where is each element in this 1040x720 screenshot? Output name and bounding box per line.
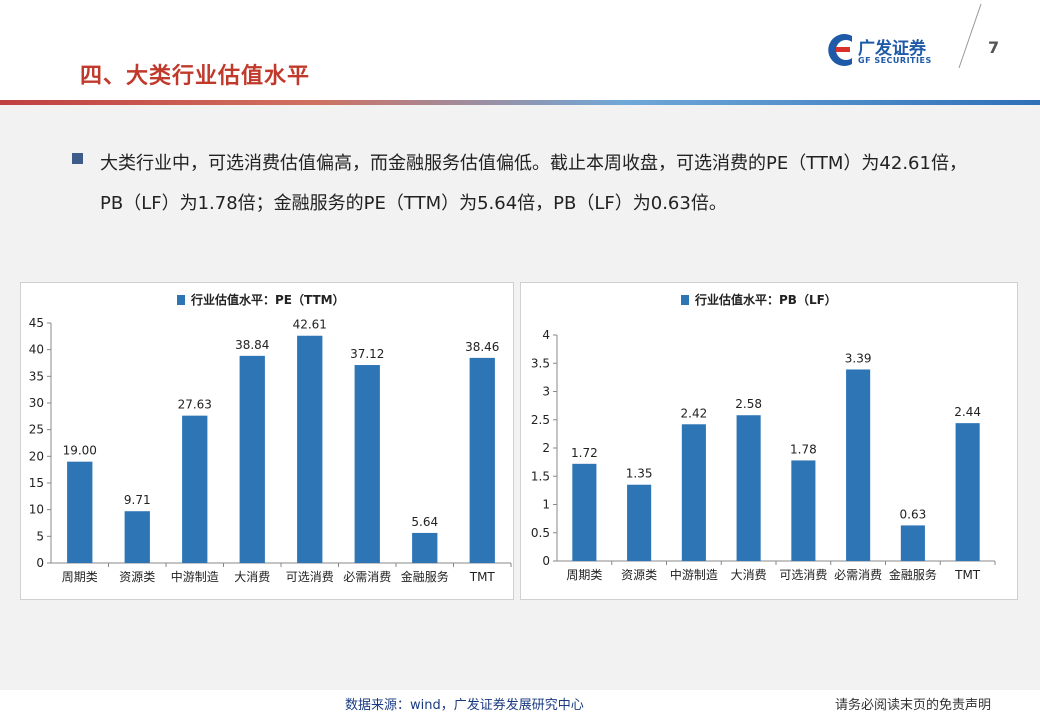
header-divider-band: [0, 100, 1040, 105]
pe-data-label: 38.84: [235, 338, 269, 352]
pe-x-tick-label: 大消费: [234, 570, 270, 584]
pe-bar: [354, 365, 380, 563]
pe-bar: [412, 532, 438, 563]
pb-lf-chart: 行业估值水平：PB（LF） 0 0.5 1 1.5 2 2.5 3 3.5 4 1.72 周期类 1.3…: [531, 292, 996, 582]
pe-y-tick-label: 45: [29, 316, 44, 330]
pe-x-tick-label: 周期类: [62, 570, 98, 584]
pe-bar: [239, 355, 265, 563]
pe-data-label: 5.64: [411, 515, 438, 529]
pb-x-tick-label: 金融服务: [889, 567, 937, 582]
brand-name-en: GF SECURITIES: [858, 56, 932, 65]
page-number: 7: [988, 38, 1000, 57]
disclaimer-note: 请务必阅读末页的免责声明: [835, 698, 992, 713]
pe-legend-swatch: [177, 295, 185, 305]
pb-y-tick-label: 0: [542, 554, 550, 568]
pb-y-tick-label: 0.5: [531, 526, 550, 540]
pe-y-tick-label: 15: [29, 476, 44, 490]
pb-data-label: 2.58: [735, 397, 762, 411]
pb-bar: [627, 484, 652, 561]
brand-name-cn: 广发证券: [858, 39, 926, 59]
pe-chart-panel: 行业估值水平：PE（TTM） 0 5 10 15 20 25 30 35 40 45 19.00 周期类…: [20, 282, 514, 600]
pe-y-tick-label: 0: [36, 556, 44, 570]
pb-y-tick-label: 4: [542, 328, 550, 342]
pb-x-tick-label: 中游制造: [670, 567, 718, 582]
pe-x-tick-label: 必需消费: [343, 570, 391, 584]
pb-data-label: 3.39: [845, 351, 872, 365]
pb-data-label: 1.35: [626, 467, 653, 481]
pb-bar: [736, 415, 761, 561]
pe-bar: [297, 335, 323, 563]
pb-data-label: 1.72: [571, 446, 598, 460]
pb-x-tick-label: 必需消费: [834, 568, 882, 582]
pb-y-tick-label: 3.5: [531, 356, 550, 370]
pb-bar: [846, 369, 871, 561]
pb-bar: [572, 463, 597, 561]
pe-x-tick-label: TMT: [469, 570, 496, 584]
pb-y-tick-label: 1: [542, 498, 550, 512]
brand-logo: 广发证券 GF SECURITIES: [822, 32, 952, 72]
pe-y-tick-label: 25: [29, 423, 44, 437]
pb-x-tick-label: TMT: [954, 568, 981, 582]
pb-data-label: 2.42: [681, 406, 708, 420]
pb-legend-label: 行业估值水平：PB（LF）: [694, 292, 837, 307]
pb-x-tick-label: 大消费: [731, 568, 767, 582]
pe-y-tick-label: 5: [36, 529, 44, 543]
slide-header: 四、大类行业估值水平 广发证券 GF SECURITIES 7: [0, 0, 1040, 100]
pe-x-tick-label: 金融服务: [401, 569, 449, 584]
pb-bar: [681, 424, 706, 561]
pb-bar: [791, 460, 816, 561]
pe-y-tick-label: 30: [29, 396, 44, 410]
pb-y-tick-label: 3: [542, 385, 550, 399]
pb-data-label: 1.78: [790, 442, 817, 456]
pe-legend-label: 行业估值水平：PE（TTM）: [190, 292, 345, 307]
pe-x-tick-label: 可选消费: [286, 570, 334, 584]
page-title: 四、大类行业估值水平: [80, 64, 311, 89]
pb-legend-swatch: [681, 295, 689, 305]
divider-slash-icon: [958, 3, 982, 69]
pe-bar: [124, 511, 150, 563]
pb-x-tick-label: 资源类: [621, 568, 657, 582]
pb-data-label: 0.63: [900, 507, 927, 521]
pe-y-tick-label: 20: [29, 449, 44, 463]
pb-x-tick-label: 可选消费: [779, 568, 827, 582]
data-source-note: 数据来源：wind，广发证券发展研究中心: [345, 698, 584, 713]
pb-y-tick-label: 1.5: [531, 469, 550, 483]
pe-ttm-chart: 行业估值水平：PE（TTM） 0 5 10 15 20 25 30 35 40 45 19.00 周期类…: [29, 292, 512, 584]
pe-bar: [67, 461, 93, 563]
brand-mark-icon: [828, 34, 852, 66]
pe-y-tick-label: 10: [29, 503, 44, 517]
pb-data-label: 2.44: [954, 405, 981, 419]
pe-data-label: 19.00: [63, 444, 97, 458]
pb-bar: [900, 525, 925, 561]
pb-x-tick-label: 周期类: [566, 568, 602, 582]
bullet-icon: [72, 153, 83, 164]
pe-x-tick-label: 资源类: [119, 570, 155, 584]
pe-data-label: 9.71: [124, 493, 151, 507]
pe-x-tick-label: 中游制造: [171, 569, 219, 584]
pe-data-label: 42.61: [293, 318, 327, 332]
pe-data-label: 38.46: [465, 340, 499, 354]
pb-y-tick-label: 2.5: [531, 413, 550, 427]
summary-paragraph: 大类行业中，可选消费估值偏高，而金融服务估值偏低。截止本周收盘，可选消费的PE（…: [100, 153, 967, 214]
pb-y-tick-label: 2: [542, 441, 550, 455]
pe-y-tick-label: 40: [29, 343, 44, 357]
pe-data-label: 27.63: [178, 398, 212, 412]
pe-data-label: 37.12: [350, 347, 384, 361]
pe-y-tick-label: 35: [29, 369, 44, 383]
pe-bar: [182, 415, 208, 563]
pb-chart-panel: 行业估值水平：PB（LF） 0 0.5 1 1.5 2 2.5 3 3.5 4 1.72 周期类 1.3…: [520, 282, 1018, 600]
pb-bar: [955, 423, 980, 561]
pe-bar: [469, 357, 495, 563]
